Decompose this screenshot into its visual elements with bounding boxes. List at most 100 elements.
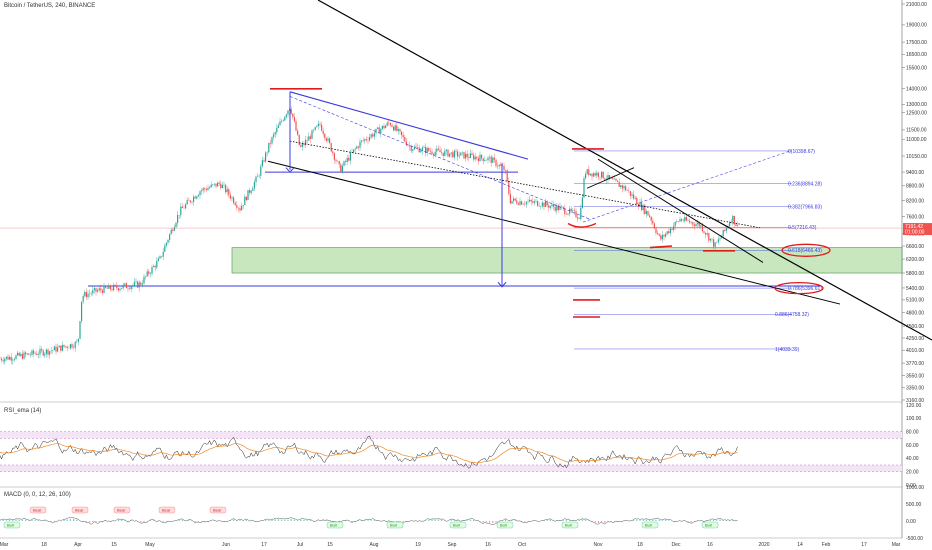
candle-body [613,178,615,180]
candle-body [661,234,663,240]
candle-body [657,232,659,234]
macd-histogram-bar [668,520,670,521]
candle-body [447,149,449,157]
candle-body [279,121,281,126]
candle-body [1,358,3,361]
candle-body [426,148,428,153]
candle-body [333,153,335,160]
candle-body [33,350,35,354]
candle-body [493,157,495,160]
candle-body [666,231,668,234]
candle-body [618,181,620,187]
macd-histogram-bar [367,520,369,521]
macd-histogram-bar [661,520,663,521]
major-downtrend-line [317,0,932,341]
bull-signal-label: Bull [330,523,337,528]
candle-body [639,202,641,207]
candle-body [591,173,593,177]
time-tick-label: 18 [637,542,643,548]
candle-body [573,210,575,212]
candle-body [132,285,134,287]
macd-histogram-bar [613,521,615,522]
candle-body [2,360,4,362]
candle-body [684,217,686,221]
fib-level-label: 0.618(6466.43) [788,248,822,254]
time-tick-label: 17 [261,542,267,548]
price-tick-label: 4010.00 [906,348,924,354]
candle-body [556,205,558,211]
bull-signal-tag [3,521,21,529]
macd-histogram-bar [524,521,526,522]
macd-histogram-bar [28,520,30,521]
macd-histogram-bar [265,520,267,521]
candle-body [325,138,327,141]
candle-body [570,208,572,212]
candle-body [564,207,566,214]
candle-body [124,283,126,285]
fib-786-circle [774,281,824,295]
candle-body [122,284,124,289]
time-tick-label: Sep [448,542,457,548]
candle-body [242,205,244,207]
candle-body [357,146,359,148]
candle-body [733,215,735,225]
macd-histogram-bar [201,521,203,522]
candle-body [359,141,361,148]
candle-body [444,150,446,156]
candle-body [121,288,123,289]
macd-histogram-bar [0,520,1,521]
candle-body [194,196,196,199]
candle-body [130,286,132,290]
bull-signal-label: Bull [565,523,572,528]
price-axis: 21000.00 19000.00 17500.00 16500.00 15500.00… [0,2,932,404]
candle-body [169,234,171,240]
candle-body [607,175,609,180]
candle-body [101,290,103,293]
price-tick-label: 6600.00 [906,244,924,250]
time-tick-label: Jun [222,542,230,548]
macd-histogram-bar [713,519,715,521]
candle-body [218,182,220,184]
candle-body [343,161,345,166]
candle-body [81,301,83,322]
macd-histogram-bar [73,518,75,521]
macd-histogram-bar [309,519,311,521]
macd-histogram-bar [594,521,596,523]
candle-body [721,236,723,239]
macd-histogram-bar [293,519,295,521]
candle-body [274,132,276,135]
candle-body [559,206,561,210]
candle-body [157,258,159,262]
macd-histogram-bar [585,519,587,521]
fib-level-label: 0.786(5396.61) [788,286,822,292]
candle-body [229,194,231,199]
candle-body [25,352,27,355]
candle-body [253,182,255,189]
bull-signal-label: Bull [705,523,712,528]
candle-body [732,215,734,222]
candle-body [562,206,564,208]
candle-body [399,129,401,132]
candle-body [615,178,617,181]
candle-body [293,116,295,122]
candle-body [327,138,329,141]
macd-histogram-bar [687,521,689,522]
candle-body [585,173,587,179]
candle-body [281,120,283,122]
candle-body [580,207,582,220]
candle-body [372,134,374,137]
candle-body [386,122,388,126]
candle-body [26,353,28,355]
candle-body [252,188,254,191]
price-tick-label: 5400.00 [906,286,924,292]
candle-body [244,196,246,206]
candle-body [282,120,284,121]
candle-body [349,152,351,161]
candle-body [202,188,204,191]
macd-histogram-bar [130,520,132,521]
candle-body [658,233,660,236]
candle-body [17,352,19,356]
candle-body [263,160,265,162]
candle-body [196,196,198,199]
